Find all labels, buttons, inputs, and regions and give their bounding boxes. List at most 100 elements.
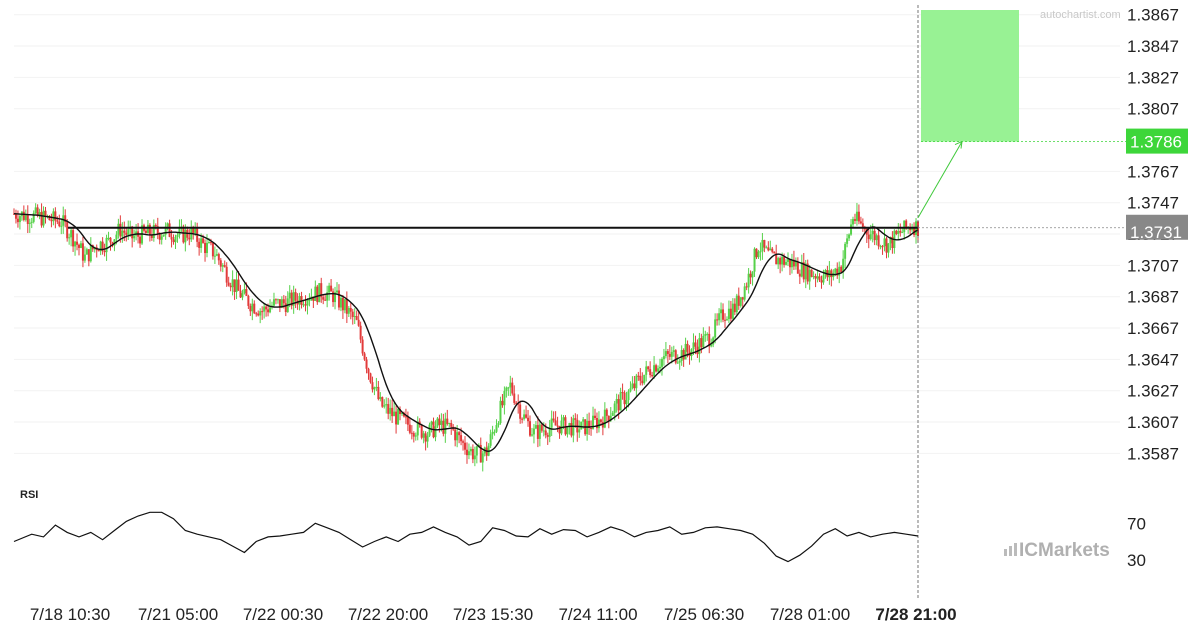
candle-body bbox=[66, 222, 69, 239]
time-axis: 7/18 10:30 7/21 05:00 7/22 00:30 7/22 20:00… bbox=[30, 605, 957, 624]
candle-body bbox=[706, 333, 709, 335]
grid-lines bbox=[14, 14, 1120, 454]
candle-body bbox=[217, 254, 220, 261]
candle-body bbox=[861, 223, 864, 229]
watermark: autochartist.com bbox=[1040, 9, 1121, 21]
rsi-tick-label: 70 bbox=[1127, 514, 1146, 533]
candle-body bbox=[280, 299, 283, 308]
candle-body bbox=[505, 387, 508, 391]
candle-body bbox=[125, 232, 128, 235]
candle-body bbox=[601, 421, 604, 428]
candle-body bbox=[513, 393, 516, 403]
candle-body bbox=[62, 215, 65, 226]
candle-body bbox=[371, 382, 374, 390]
candle-body bbox=[830, 270, 833, 278]
candle-body bbox=[83, 254, 86, 261]
candle-body bbox=[515, 402, 518, 404]
candle-body bbox=[582, 419, 585, 422]
candle-body bbox=[144, 230, 147, 234]
candle-body bbox=[215, 254, 218, 256]
candle-body bbox=[840, 266, 843, 273]
candle-body bbox=[564, 417, 567, 435]
price-tick-label: 1.3607 bbox=[1127, 413, 1179, 432]
candle-body bbox=[527, 417, 530, 422]
time-tick-label: 7/24 11:00 bbox=[558, 605, 637, 624]
candle-body bbox=[787, 259, 790, 262]
candle-body bbox=[806, 263, 809, 282]
candle-body bbox=[507, 387, 510, 389]
candle-body bbox=[859, 221, 862, 224]
candle-body bbox=[261, 311, 264, 313]
candle-body bbox=[436, 418, 439, 427]
candle-body bbox=[848, 234, 851, 239]
candle-body bbox=[489, 434, 492, 446]
candle-body bbox=[885, 238, 888, 253]
candle-body bbox=[592, 415, 595, 429]
candle-body bbox=[363, 353, 366, 360]
price-tick-label: 1.3867 bbox=[1127, 6, 1179, 25]
candle-body bbox=[605, 409, 608, 416]
candle-body bbox=[353, 316, 356, 318]
candle-body bbox=[462, 441, 465, 443]
time-tick-label: 7/22 00:30 bbox=[243, 605, 323, 624]
candle-body bbox=[50, 220, 53, 222]
candle-body bbox=[131, 226, 134, 239]
target-price-tag bbox=[1126, 128, 1188, 154]
candle-body bbox=[501, 400, 504, 406]
candle-body bbox=[607, 415, 610, 421]
candle-body bbox=[682, 350, 685, 360]
candle-body bbox=[649, 369, 652, 376]
candle-body bbox=[763, 240, 766, 248]
candle-body bbox=[335, 290, 338, 293]
candle-body bbox=[666, 351, 669, 354]
candle-body bbox=[723, 319, 726, 321]
candle-body bbox=[14, 213, 17, 219]
candle-body bbox=[288, 292, 291, 299]
candle-body bbox=[595, 417, 598, 429]
candle-body bbox=[905, 220, 908, 228]
candle-body bbox=[499, 400, 502, 424]
candle-body bbox=[302, 304, 305, 306]
candle-body bbox=[875, 235, 878, 241]
candle-body bbox=[631, 383, 634, 389]
candle-body bbox=[658, 366, 661, 369]
candle-body bbox=[74, 241, 77, 247]
candle-body bbox=[747, 273, 750, 288]
candle-body bbox=[796, 261, 799, 274]
candle-body bbox=[556, 425, 559, 427]
candle-body bbox=[842, 258, 845, 273]
candle-body bbox=[676, 362, 679, 364]
candle-body bbox=[349, 307, 352, 312]
candle-body bbox=[109, 237, 112, 243]
candle-body bbox=[337, 290, 340, 308]
candle-body bbox=[48, 215, 51, 221]
candle-body bbox=[871, 230, 874, 235]
candle-body bbox=[568, 423, 571, 427]
candle-body bbox=[194, 227, 197, 233]
candle-body bbox=[347, 307, 350, 314]
candle-body bbox=[184, 229, 187, 243]
candle-body bbox=[182, 226, 185, 243]
candle-body bbox=[77, 244, 80, 248]
candle-body bbox=[790, 259, 793, 268]
candle-body bbox=[651, 375, 654, 377]
candle-body bbox=[113, 239, 116, 246]
candle-body bbox=[562, 417, 565, 421]
candle-body bbox=[257, 313, 260, 316]
candle-body bbox=[52, 211, 55, 222]
candle-body bbox=[56, 220, 59, 222]
candle-body bbox=[304, 304, 307, 306]
candle-body bbox=[341, 297, 344, 311]
candle-body bbox=[272, 299, 275, 306]
candle-body bbox=[440, 420, 443, 425]
candle-body bbox=[391, 407, 394, 417]
candle-body bbox=[708, 333, 711, 347]
candle-body bbox=[820, 280, 823, 283]
price-tick-label: 1.3587 bbox=[1127, 444, 1179, 463]
candle-body bbox=[879, 246, 882, 248]
candle-body bbox=[804, 263, 807, 280]
candle-body bbox=[680, 350, 683, 361]
candles-layer bbox=[13, 202, 919, 472]
candle-body bbox=[741, 297, 744, 300]
candle-body bbox=[412, 433, 415, 437]
